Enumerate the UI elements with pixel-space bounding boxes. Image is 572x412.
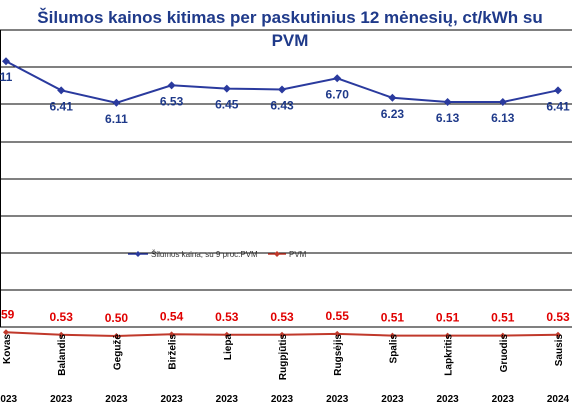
x-tick-label: Kovas — [2, 334, 13, 364]
x-tick-year: 2023 — [216, 394, 239, 405]
data-label: 0.55 — [326, 309, 350, 323]
series-point — [113, 333, 120, 339]
x-tick-year: 2023 — [0, 394, 18, 405]
legend-marker-0 — [135, 251, 141, 257]
data-label: .59 — [0, 307, 15, 321]
x-tick-label: Spalis — [388, 334, 399, 364]
x-tick-year: 2023 — [381, 394, 404, 405]
series-point — [334, 330, 341, 337]
series-point — [112, 98, 121, 107]
x-tick-label: Sausis — [554, 334, 565, 367]
legend: Šilumos kaina, su 9 proc.PVM PVM — [128, 250, 307, 259]
x-tick-label: Balandis — [57, 334, 68, 376]
series-point — [3, 329, 9, 336]
x-tick-year: 2023 — [105, 394, 128, 405]
x-tick-year: 2023 — [50, 394, 73, 405]
series-point — [499, 332, 506, 339]
x-tick-year: 2024 — [547, 394, 570, 405]
x-tick-label: Birželis — [168, 334, 179, 370]
series-point — [2, 57, 10, 66]
x-tick-label: Rugsėjis — [333, 334, 344, 376]
legend-label-1: PVM — [289, 250, 307, 259]
series-point — [279, 331, 285, 338]
x-tick-year: 2023 — [326, 394, 349, 405]
series-point — [389, 332, 396, 339]
data-label: 6.23 — [381, 107, 405, 121]
x-tick-label: Gruodis — [499, 334, 510, 373]
legend-label-0: Šilumos kaina, su 9 proc.PVM — [151, 250, 258, 259]
data-label: 0.53 — [215, 310, 239, 324]
data-label: 6.53 — [160, 94, 184, 108]
data-label: 6.13 — [491, 111, 515, 125]
series-point — [443, 97, 452, 106]
x-tick-label: Lapkritis — [444, 334, 455, 376]
series-point — [555, 331, 561, 338]
data-label: 0.51 — [436, 311, 460, 325]
data-label: 6.41 — [546, 99, 570, 113]
series-point — [278, 85, 286, 94]
x-tick-year: 2023 — [271, 394, 294, 405]
gridlines — [0, 29, 572, 328]
series-point — [57, 86, 66, 95]
series-point — [388, 93, 397, 102]
data-label: 6.11 — [105, 112, 128, 126]
series-point — [498, 97, 507, 106]
x-tick-year: 2023 — [436, 394, 459, 405]
data-label: 6.13 — [436, 111, 460, 125]
series-point — [222, 84, 231, 93]
data-label: 6.70 — [326, 87, 350, 101]
x-tick-year: 2023 — [160, 394, 183, 405]
series-point — [223, 331, 230, 338]
data-label: 6.41 — [50, 99, 74, 113]
data-label: 0.53 — [50, 310, 74, 324]
x-tick-label: Liepa — [223, 334, 234, 361]
legend-marker-1 — [274, 251, 280, 257]
data-labels: 11 6.41 6.11 6.53 6.45 6.43 6.70 6.23 6.13 6.13 6.… — [0, 70, 570, 325]
x-axis: Kovas 2023 Balandis 2023 Gegužė 2023 Birželis 2… — [0, 334, 570, 405]
series-point — [167, 81, 176, 90]
data-label: 6.45 — [215, 98, 239, 112]
data-label: 6.43 — [270, 98, 294, 112]
data-label: 0.53 — [270, 310, 294, 324]
data-label: 11 — [0, 70, 13, 84]
data-label: 0.54 — [160, 309, 184, 323]
x-tick-label: Rugpjūtis — [278, 334, 289, 381]
x-tick-year: 2023 — [492, 394, 515, 405]
series-point — [554, 86, 562, 95]
series-point — [444, 332, 451, 339]
data-label: 0.51 — [381, 311, 405, 325]
series-point — [333, 74, 342, 83]
data-label: 0.51 — [491, 311, 515, 325]
data-label: 0.53 — [546, 310, 570, 324]
series-layer — [2, 57, 562, 339]
chart-title-line1: Šilumos kainos kitimas per paskutinius 1… — [37, 8, 542, 27]
chart-title-line2: PVM — [272, 31, 309, 50]
data-label: 0.50 — [105, 311, 129, 325]
x-tick-label: Gegužė — [112, 334, 123, 371]
series-point — [58, 331, 65, 338]
series-point — [168, 331, 175, 338]
